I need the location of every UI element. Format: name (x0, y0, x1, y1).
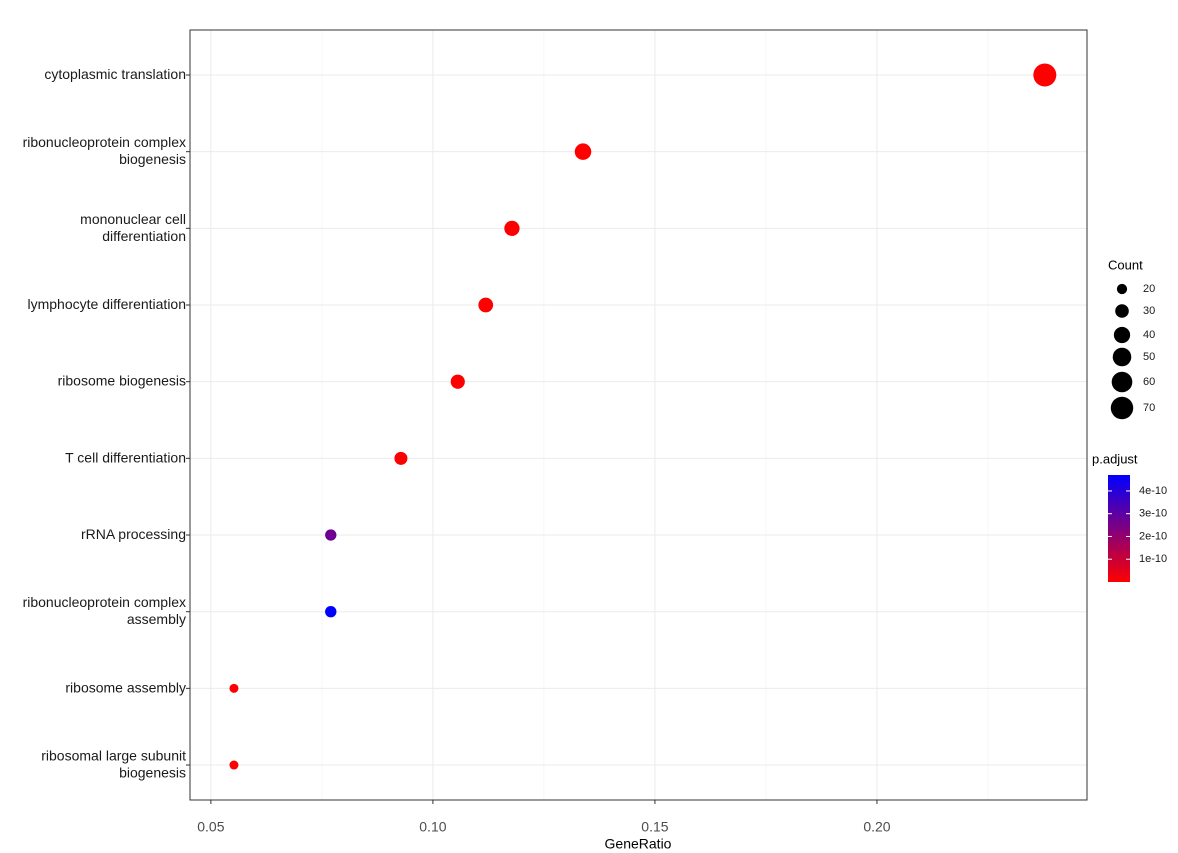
size-legend-label: 40 (1143, 329, 1155, 341)
x-axis-title: GeneRatio (605, 836, 672, 852)
color-legend-label: 4e-10 (1139, 485, 1167, 497)
y-tick-label: ribosome assembly (65, 679, 186, 695)
color-bar (1108, 475, 1130, 582)
point (229, 760, 239, 770)
y-tick-label: ribonucleoprotein complex biogenesis (23, 134, 186, 167)
size-legend-key (1113, 326, 1131, 344)
size-legend-key (1115, 304, 1129, 318)
point (1033, 63, 1057, 87)
panel-border (189, 29, 1088, 801)
panel (190, 30, 1087, 800)
x-tick-label: 0.15 (641, 819, 668, 835)
point (450, 374, 465, 389)
point (325, 529, 337, 541)
y-tick-label: ribonucleoprotein complex assembly (23, 594, 186, 627)
y-tick-label: rRNA processing (81, 526, 186, 542)
x-tick-label: 0.20 (863, 819, 890, 835)
y-tick-label: cytoplasmic translation (44, 66, 186, 82)
point (325, 606, 337, 618)
size-legend-label: 50 (1143, 351, 1155, 363)
size-legend-key (1111, 371, 1133, 393)
color-legend-label: 2e-10 (1139, 530, 1167, 542)
size-legend-label: 30 (1143, 305, 1155, 317)
size-legend-key (1110, 396, 1134, 420)
y-tick-label: T cell differentiation (65, 449, 186, 465)
point (229, 683, 239, 693)
color-legend-label: 3e-10 (1139, 508, 1167, 520)
grid (190, 30, 1087, 800)
color-legend-label: 1e-10 (1139, 553, 1167, 565)
x-tick-label: 0.10 (419, 819, 446, 835)
y-tick-label: ribosomal large subunit biogenesis (41, 747, 186, 780)
y-tick-label: mononuclear cell differentiation (80, 211, 186, 244)
y-tick-label: ribosome biogenesis (58, 372, 186, 388)
point (478, 297, 494, 313)
point (394, 451, 408, 465)
point (574, 143, 592, 160)
size-legend-key (1112, 347, 1132, 367)
size-legend-label: 20 (1143, 283, 1155, 295)
size-legend-key (1116, 283, 1128, 295)
y-tick-label: lymphocyte differentiation (28, 296, 187, 312)
size-legend-label: 60 (1143, 376, 1155, 388)
x-tick-label: 0.05 (197, 819, 224, 835)
size-legend-label: 70 (1143, 402, 1155, 414)
color-legend-title: p.adjust (1092, 451, 1138, 466)
size-legend-title: Count (1108, 257, 1143, 272)
marks (229, 63, 1057, 770)
point (504, 220, 520, 236)
